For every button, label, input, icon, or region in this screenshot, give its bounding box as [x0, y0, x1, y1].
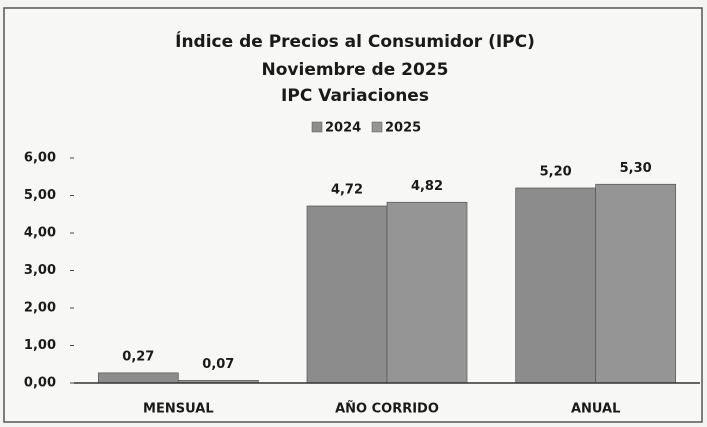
legend-label: 2025	[385, 121, 421, 136]
x-tick-label: MENSUAL	[143, 402, 214, 417]
y-tick-label: 4,00	[24, 226, 56, 241]
value-label: 4,72	[331, 183, 363, 198]
chart-subtitle: Noviembre de 2025	[262, 60, 449, 80]
value-label: 4,82	[411, 179, 443, 194]
y-tick-label: 2,00	[24, 301, 56, 316]
y-tick-label: 3,00	[24, 263, 56, 278]
value-label: 0,27	[122, 349, 154, 364]
chart-title: Índice de Precios al Consumidor (IPC)	[175, 30, 535, 52]
bar	[306, 205, 388, 384]
value-label: 0,07	[202, 357, 234, 372]
chart-subtitle: IPC Variaciones	[281, 86, 429, 106]
y-tick-label: 0,00	[24, 376, 56, 391]
legend-swatch	[311, 121, 323, 133]
bar	[515, 187, 597, 384]
y-tick-label: 1,00	[24, 338, 56, 353]
y-tick-label: 6,00	[24, 151, 56, 166]
x-tick-label: ANUAL	[571, 402, 620, 417]
x-tick-label: AÑO CORRIDO	[335, 401, 439, 417]
bar	[386, 201, 468, 384]
legend-swatch	[371, 121, 383, 133]
value-label: 5,20	[540, 165, 572, 180]
bar	[595, 183, 677, 384]
legend-label: 2024	[325, 121, 361, 136]
bar	[97, 372, 179, 384]
y-tick-label: 5,00	[24, 188, 56, 203]
value-label: 5,30	[620, 161, 652, 176]
